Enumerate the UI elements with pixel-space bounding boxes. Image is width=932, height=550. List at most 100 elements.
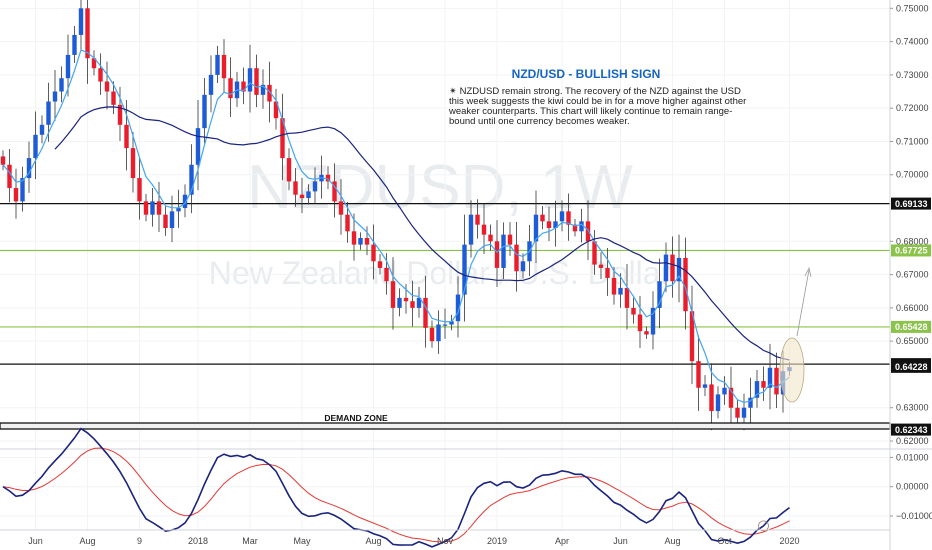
candle-bullish	[182, 194, 188, 209]
candle-bearish	[709, 384, 714, 412]
candle-bearish	[254, 68, 259, 95]
candle-bullish	[650, 307, 656, 335]
price-axis-label: 0.67000	[896, 270, 929, 280]
price-tag-background	[891, 244, 931, 257]
candle-bullish	[52, 91, 58, 102]
candle-bullish	[702, 384, 708, 388]
time-axis-label: Aug	[79, 536, 95, 546]
price-tag-background	[891, 320, 931, 333]
osc-axis-label: 0.01000	[896, 452, 929, 462]
candle-bearish	[156, 201, 162, 215]
candle-bullish	[462, 244, 467, 295]
watermark-description: New Zealand Dollar / U.S. Dollar	[209, 255, 672, 291]
candle-bearish	[98, 68, 103, 82]
chart-title: NZD/USD - BULLISH SIGN	[512, 67, 661, 81]
candle-bearish	[507, 234, 513, 245]
price-axis-label: 0.72000	[896, 103, 929, 113]
candle-bearish	[689, 311, 695, 362]
candle-bullish	[618, 287, 623, 295]
note-line-1: ✴ NZDUSD remain strong. The recovery of …	[449, 86, 741, 97]
candle-bearish	[377, 261, 383, 268]
price-axis[interactable]: 0.75000 0.74000 0.73000 0.72000 0.71000 0.700…	[889, 0, 932, 550]
price-axis-label: 0.74000	[896, 37, 929, 47]
candle-bearish	[761, 381, 766, 388]
candle-bearish	[351, 231, 357, 245]
price-axis-label: 0.63000	[896, 403, 929, 413]
time-axis-label: 2018	[188, 536, 208, 546]
price-axis-label: 0.62000	[896, 436, 929, 446]
time-axis-label: 2019	[487, 536, 507, 546]
candle-bearish	[598, 264, 604, 268]
oscillator-signal-line	[2, 447, 790, 543]
candle-bullish	[722, 387, 727, 395]
price-tag-label: 0.67725	[895, 246, 928, 256]
candle-bullish	[442, 324, 448, 326]
candle-bullish	[449, 321, 454, 325]
price-axis-label: 0.65000	[896, 336, 929, 346]
price-tag-background	[891, 360, 931, 373]
candle-bullish	[39, 124, 45, 135]
time-axis[interactable]: Jun Aug 9 2018 Mar May Aug Nov 2019 Apr Jun Aug Oct 2…	[0, 529, 890, 546]
projection-arrow-line	[796, 269, 810, 337]
candle-bullish	[169, 211, 175, 228]
candle-bullish	[189, 164, 194, 195]
candle-bearish	[774, 367, 779, 395]
demand-zone-label: DEMAND ZONE	[324, 413, 388, 423]
candle-bearish	[163, 214, 168, 228]
candle-bearish	[605, 267, 610, 278]
candle-bearish	[728, 387, 734, 408]
candle-bearish	[494, 241, 500, 268]
candle-bullish	[715, 394, 721, 412]
candle-bearish	[514, 244, 519, 272]
highlight-ellipse	[779, 337, 805, 403]
candle-bullish	[150, 201, 155, 215]
candle-bullish	[767, 367, 773, 388]
candle-bearish	[117, 104, 123, 125]
price-tag-label: 0.62343	[895, 425, 928, 435]
time-axis-label: Aug	[365, 536, 381, 546]
candle-bullish	[520, 261, 526, 272]
candle-bullish	[358, 237, 363, 245]
candle-bullish	[748, 397, 753, 408]
candle-bearish	[124, 124, 129, 149]
price-tag-background	[891, 423, 931, 436]
time-axis-label: Nov	[437, 536, 454, 546]
candle-bullish	[247, 68, 253, 92]
time-axis-label: Oct	[717, 536, 732, 546]
oscillator-main-line	[2, 427, 790, 548]
candle-bearish	[644, 331, 649, 335]
price-tag-label: 0.65428	[895, 322, 928, 332]
candle-bearish	[143, 201, 149, 215]
candle-bullish	[78, 8, 84, 35]
demand-zone	[0, 422, 891, 430]
candle-bearish	[91, 58, 97, 69]
candlestick-series	[0, 0, 792, 431]
candle-bearish	[273, 101, 279, 119]
time-axis-label: May	[293, 536, 311, 546]
candle-bearish	[611, 277, 617, 295]
candle-bearish	[286, 158, 292, 182]
candle-bearish	[228, 78, 233, 99]
candle-bullish	[65, 54, 71, 79]
price-axis-label: 0.66000	[896, 303, 929, 313]
price-axis-label: 0.73000	[896, 70, 929, 80]
candle-bearish	[390, 281, 396, 308]
candle-bullish	[215, 54, 220, 75]
price-tag-label: 0.69133	[895, 199, 928, 209]
price-axis-label: 0.75000	[896, 3, 929, 13]
price-axis-label: 0.70000	[896, 170, 929, 180]
candle-bearish	[299, 194, 305, 199]
candle-bearish	[540, 214, 545, 222]
candle-bearish	[481, 224, 487, 235]
candle-bearish	[735, 407, 740, 418]
candle-bearish	[624, 287, 630, 308]
candle-bullish	[436, 324, 441, 342]
candle-bearish	[475, 214, 480, 225]
candle-bearish	[364, 237, 370, 245]
candle-bearish	[683, 257, 688, 312]
candle-bearish	[488, 234, 493, 242]
candle-bullish	[455, 294, 461, 322]
candle-bearish	[241, 81, 246, 92]
projection-arrow-head	[804, 266, 812, 278]
candle-bullish	[553, 221, 558, 228]
